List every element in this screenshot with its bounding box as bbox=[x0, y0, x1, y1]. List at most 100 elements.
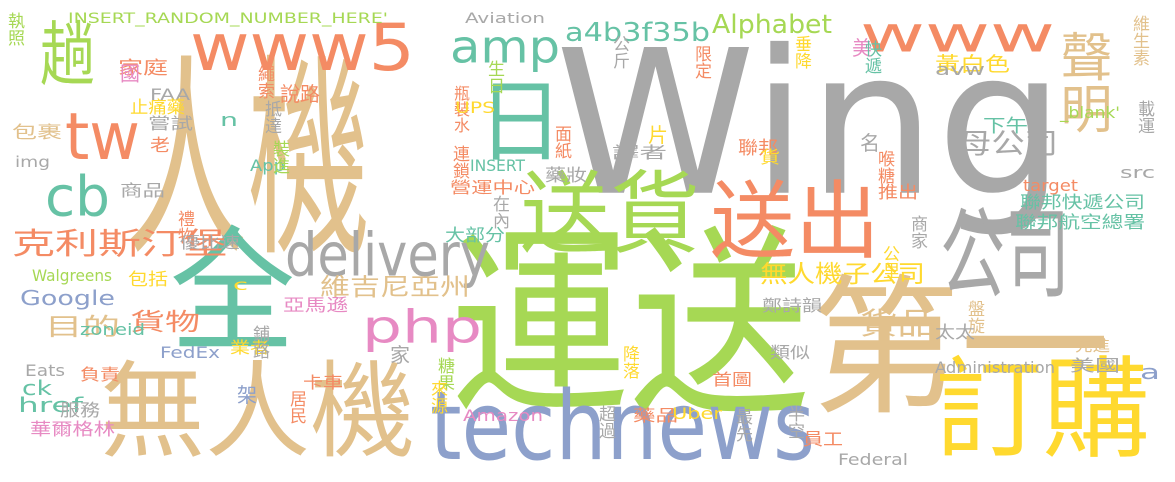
word: 維生素 bbox=[1129, 15, 1149, 66]
word: 鋪路 bbox=[249, 325, 269, 359]
word: 營運中心 bbox=[450, 178, 536, 197]
word: 繩索 bbox=[254, 65, 274, 99]
word: 片 bbox=[648, 123, 668, 147]
word: tw bbox=[65, 100, 141, 175]
word: 公司 bbox=[940, 196, 1070, 313]
word: 藥妝 bbox=[545, 166, 588, 186]
word: 嘗試 bbox=[148, 114, 194, 133]
word: 貨物 bbox=[130, 308, 200, 336]
word: 全 bbox=[170, 213, 296, 372]
word: ck bbox=[22, 376, 52, 400]
word: 黃白色 bbox=[935, 52, 1011, 77]
word: 降落 bbox=[619, 345, 639, 379]
word: 載運 bbox=[1134, 100, 1154, 134]
word: 無人機 bbox=[100, 351, 416, 473]
word: 家 bbox=[390, 343, 410, 367]
word: 聯邦航空總署 bbox=[1015, 213, 1145, 233]
word: img bbox=[15, 153, 51, 171]
word: 垂降 bbox=[791, 35, 811, 69]
word: src bbox=[1120, 163, 1155, 182]
word: 路 bbox=[300, 82, 320, 106]
word: 國 bbox=[120, 62, 141, 87]
word: 聯邦快遞公司 bbox=[1020, 193, 1146, 213]
word: 盤旋 bbox=[964, 300, 984, 334]
word: 趟 bbox=[40, 14, 95, 96]
word: 推出 bbox=[878, 183, 919, 203]
word: 糖果 bbox=[434, 357, 454, 391]
word: a4b3f35b bbox=[565, 18, 711, 48]
word: 員工 bbox=[803, 430, 844, 450]
word: 類似 bbox=[770, 343, 811, 362]
word: App bbox=[250, 156, 286, 175]
word: 鄭詩韻 bbox=[762, 296, 823, 315]
word: 先進 bbox=[1075, 336, 1111, 355]
word: 居民 bbox=[286, 390, 306, 424]
word: 譯者 bbox=[612, 143, 668, 162]
word: 第一 bbox=[810, 262, 1111, 437]
word: 目的 bbox=[45, 313, 120, 341]
word: Wing bbox=[555, 8, 1065, 241]
word: 老 bbox=[150, 136, 171, 156]
word: 太太 bbox=[935, 323, 976, 343]
word: c bbox=[233, 276, 249, 294]
word: 公斤 bbox=[609, 35, 629, 69]
word: avw bbox=[935, 60, 985, 79]
word: FedEx bbox=[160, 343, 220, 362]
word: 服務 bbox=[60, 401, 101, 421]
word: 來源 bbox=[427, 380, 447, 414]
word: 維吉尼亞州 bbox=[320, 273, 470, 301]
word: cb bbox=[45, 165, 111, 230]
word: 名 bbox=[860, 131, 880, 155]
word: 抵達 bbox=[261, 100, 281, 134]
word: Federal bbox=[838, 450, 908, 469]
word: 超過 bbox=[595, 405, 615, 439]
word: 大部分 bbox=[445, 226, 506, 246]
word: 限定 bbox=[691, 45, 711, 79]
word: Amazon bbox=[463, 406, 544, 425]
word: 貨 bbox=[760, 148, 781, 168]
word: 架 bbox=[237, 383, 257, 407]
word: 公里 bbox=[879, 245, 899, 279]
word: UPS bbox=[455, 98, 495, 117]
word: 瓶裝水 bbox=[451, 85, 470, 133]
word: Uber bbox=[672, 404, 723, 423]
word: Aviation bbox=[465, 11, 545, 27]
word: 首圖 bbox=[712, 370, 753, 389]
word: 優比速 bbox=[180, 233, 241, 252]
word: Google bbox=[20, 286, 116, 310]
word: 運送 bbox=[450, 208, 811, 447]
word: a bbox=[1140, 360, 1161, 384]
word: 裝進 bbox=[269, 140, 289, 174]
word: technews bbox=[430, 372, 815, 482]
word: 美 bbox=[852, 36, 872, 60]
word: FAA bbox=[150, 85, 191, 104]
word: _blank' bbox=[1060, 103, 1121, 122]
word: 半空 bbox=[784, 405, 804, 439]
word: 最先 bbox=[732, 408, 752, 442]
word: 連鎖 bbox=[449, 145, 469, 179]
word: zoneid bbox=[80, 320, 146, 339]
word: 面紙 bbox=[551, 125, 571, 159]
word: n bbox=[220, 110, 239, 131]
word: 聯邦 bbox=[738, 137, 779, 160]
word: php bbox=[362, 301, 483, 354]
word: 喉糖 bbox=[874, 150, 894, 184]
word: 說 bbox=[280, 82, 300, 106]
word: Walgreens bbox=[32, 266, 112, 285]
word: 美國 bbox=[1070, 356, 1121, 375]
word: 包括 bbox=[128, 270, 169, 290]
word: 下午 bbox=[983, 115, 1028, 138]
word: 無人機子公司 bbox=[760, 260, 925, 288]
word: 止痛藥 bbox=[130, 98, 185, 118]
word: 聲明 bbox=[1051, 30, 1111, 134]
word: 快遞 bbox=[861, 40, 881, 74]
word: 負責 bbox=[80, 365, 121, 384]
word: 華爾格林 bbox=[30, 420, 115, 440]
word: 貨品 bbox=[860, 307, 935, 342]
word: 商家 bbox=[907, 215, 927, 249]
word: 訂購 bbox=[935, 346, 1151, 474]
word: www5 bbox=[190, 9, 416, 86]
word: 日 bbox=[478, 70, 563, 175]
word: href bbox=[18, 393, 84, 417]
